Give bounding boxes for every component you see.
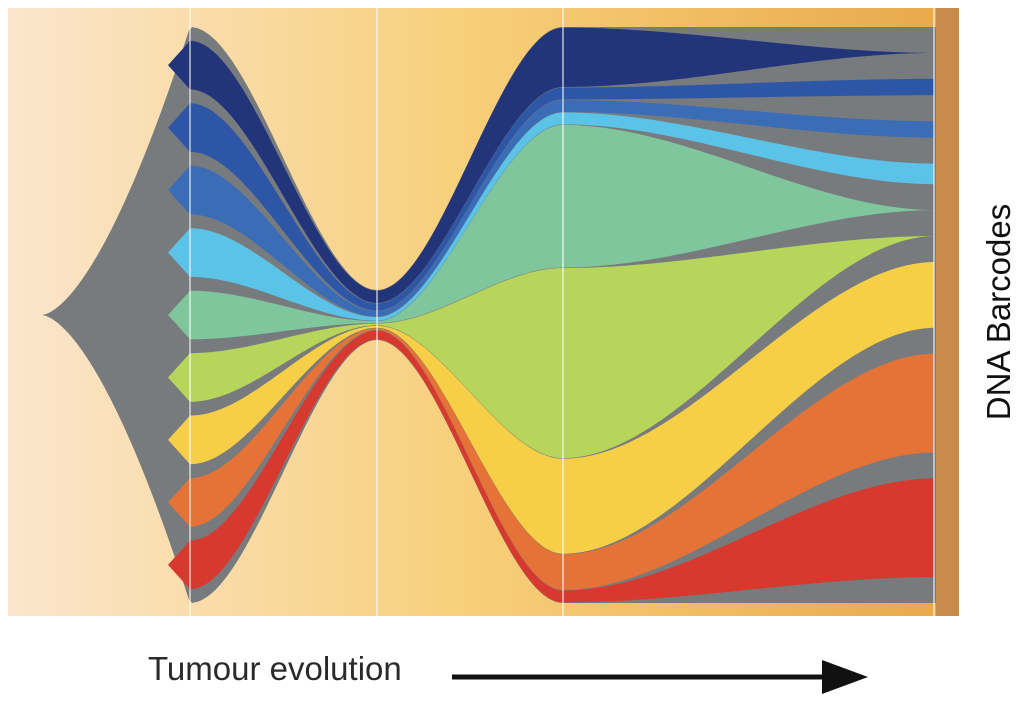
clone-band-8 xyxy=(168,328,934,590)
arrow-head xyxy=(822,660,868,694)
clone-band-7 xyxy=(168,261,934,554)
clone-band-1 xyxy=(168,27,934,303)
tumour-evolution-caption: Tumour evolution xyxy=(148,650,402,687)
clone-bands xyxy=(168,27,934,603)
dna-barcodes-label: DNA Barcodes xyxy=(975,8,1024,616)
clone-band-6 xyxy=(168,236,934,459)
edge-band xyxy=(936,8,959,616)
tumour-evolution-arrow xyxy=(452,660,868,694)
clone-band-5 xyxy=(168,124,934,340)
timepoint-lines xyxy=(189,8,935,616)
clone-band-3 xyxy=(168,100,934,317)
clone-band-9 xyxy=(168,330,934,603)
dna-barcodes-text: DNA Barcodes xyxy=(980,203,1018,421)
